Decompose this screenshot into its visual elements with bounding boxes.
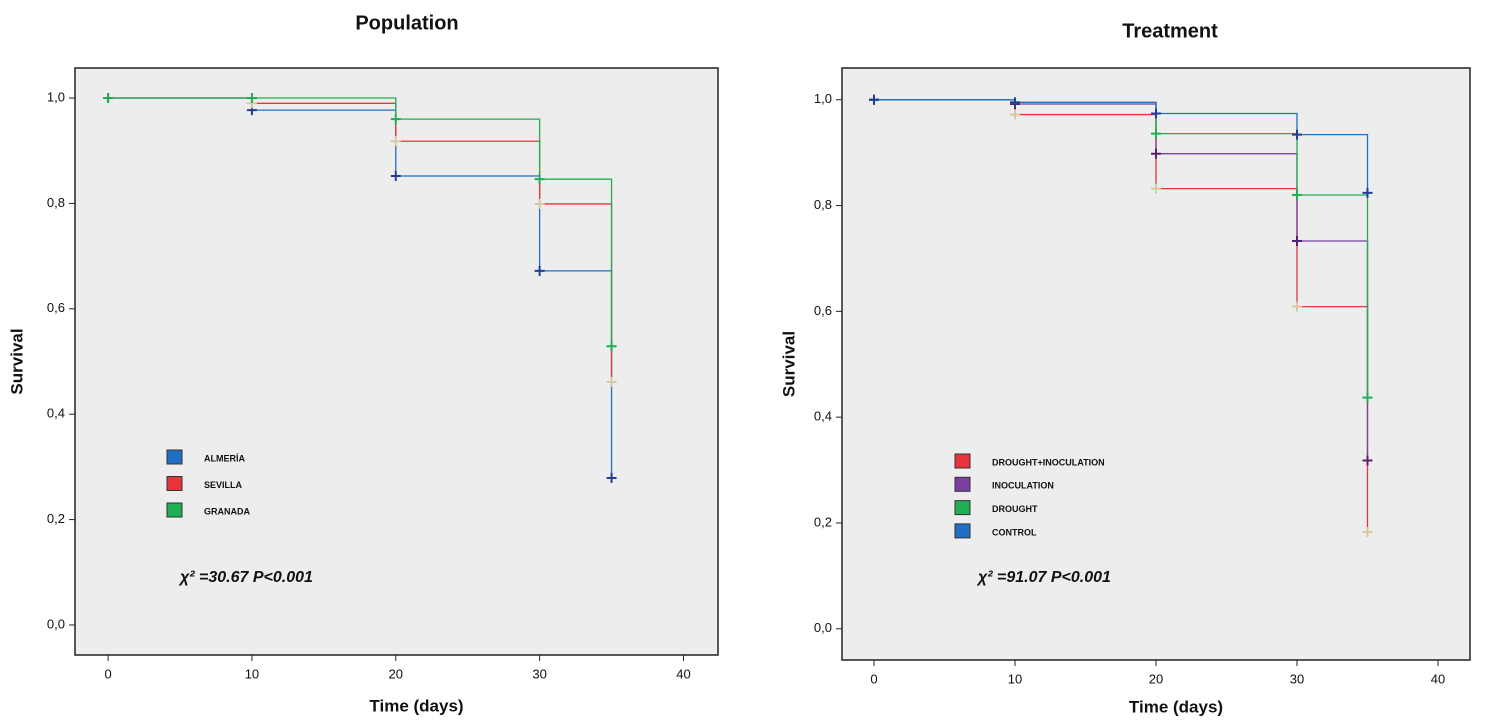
censor-marker [1362, 455, 1373, 466]
legend-label: INOCULATION [992, 481, 1054, 491]
censor-marker [390, 171, 401, 182]
censor-marker [1010, 109, 1020, 120]
legend-swatch [954, 453, 971, 469]
chart-title: Population [355, 12, 458, 34]
legend-swatch [166, 502, 183, 518]
censor-marker [1362, 526, 1373, 537]
legend-swatch [166, 449, 183, 465]
x-tick-label: 20 [389, 666, 403, 681]
legend-swatch [954, 523, 971, 539]
censor-marker [103, 93, 114, 104]
legend-swatch [954, 476, 971, 492]
censor-marker [534, 265, 545, 276]
censor-marker [1151, 108, 1161, 119]
x-tick-label: 0 [104, 666, 111, 681]
y-tick-label: 0,8 [814, 197, 832, 212]
censor-marker [869, 94, 880, 105]
censor-marker [1151, 128, 1161, 139]
x-tick-label: 40 [1431, 671, 1445, 686]
y-tick-label: 0,2 [814, 514, 832, 529]
annotation: χ² =91.07 P<0.001 [976, 569, 1111, 586]
survival-line [108, 97, 613, 347]
y-tick-label: 0,6 [47, 300, 65, 315]
legend-swatch [166, 476, 183, 491]
y-tick-label: 1,0 [814, 91, 832, 106]
censor-marker [390, 136, 401, 147]
chart-title: Treatment [1122, 20, 1218, 42]
legend-label: ALMERÍA [204, 453, 245, 463]
x-tick-label: 20 [1149, 671, 1163, 686]
x-axis-label: Time (days) [369, 696, 463, 715]
x-tick-label: 10 [1008, 671, 1022, 686]
censor-marker [1151, 148, 1161, 159]
censor-marker [606, 341, 617, 352]
censor-marker [1151, 183, 1161, 194]
censor-marker [1362, 392, 1373, 403]
censor-marker [246, 93, 257, 104]
y-tick-label: 0,6 [814, 303, 832, 318]
y-axis-label: Survival [7, 328, 26, 394]
censor-marker [606, 472, 617, 483]
legend-label: SEVILLA [204, 480, 243, 490]
censor-marker [606, 377, 617, 388]
annotation: χ² =30.67 P<0.001 [178, 569, 313, 586]
y-tick-label: 0,8 [47, 195, 65, 210]
legend-label: CONTROL [992, 527, 1037, 537]
censor-marker [390, 114, 401, 125]
censor-marker [1010, 97, 1020, 108]
censor-marker [534, 174, 545, 185]
y-tick-label: 0,4 [814, 409, 832, 424]
legend-label: GRANADA [204, 506, 250, 516]
y-tick-label: 1,0 [47, 89, 65, 104]
legend-label: DROUGHT [992, 504, 1038, 514]
censor-marker [534, 198, 545, 209]
y-tick-label: 0,0 [47, 616, 65, 631]
x-tick-label: 40 [676, 666, 690, 681]
x-axis-label: Time (days) [1129, 697, 1223, 716]
x-tick-label: 30 [532, 666, 546, 681]
legend-label: DROUGHT+INOCULATION [992, 457, 1105, 467]
censor-marker [1292, 129, 1302, 140]
y-tick-label: 0,2 [47, 511, 65, 526]
plot-area [74, 67, 719, 656]
legend-swatch [954, 500, 971, 516]
x-tick-label: 0 [870, 671, 877, 686]
censor-marker [1292, 235, 1302, 246]
y-tick-label: 0,0 [814, 620, 832, 635]
censor-marker [1292, 189, 1302, 200]
y-tick-label: 0,4 [47, 406, 65, 421]
censor-marker [1292, 301, 1302, 312]
y-axis-label: Survival [779, 331, 798, 397]
x-tick-label: 10 [245, 666, 259, 681]
censor-marker [1362, 187, 1373, 198]
x-tick-label: 30 [1290, 671, 1304, 686]
